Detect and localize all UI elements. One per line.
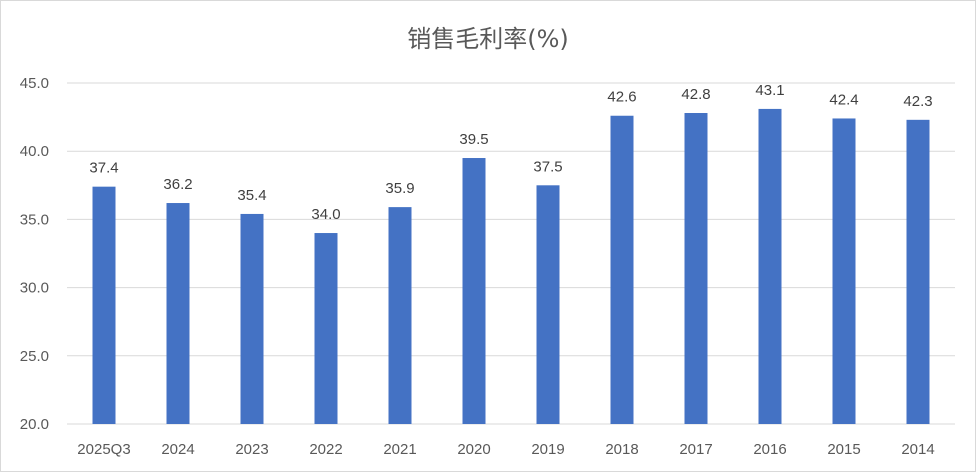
x-tick-label: 2021 <box>383 441 416 458</box>
data-label: 43.1 <box>755 82 784 99</box>
y-tick-label: 25.0 <box>20 348 49 365</box>
data-label: 42.8 <box>681 86 710 103</box>
data-label: 42.3 <box>903 93 932 110</box>
data-label: 42.6 <box>607 89 636 106</box>
data-label: 42.4 <box>829 91 858 108</box>
bar <box>684 113 708 425</box>
x-tick-label: 2024 <box>161 441 194 458</box>
x-tick-label: 2023 <box>235 441 268 458</box>
x-tick-label: 2014 <box>901 441 934 458</box>
bar <box>610 115 634 425</box>
bar <box>758 108 782 424</box>
bar <box>388 207 412 424</box>
data-label: 37.4 <box>89 160 118 177</box>
data-label: 35.9 <box>385 180 414 197</box>
data-label: 36.2 <box>163 176 192 193</box>
y-tick-label: 40.0 <box>20 143 49 160</box>
x-tick-label: 2025Q3 <box>77 441 130 458</box>
data-label: 34.0 <box>311 206 340 223</box>
y-tick-label: 35.0 <box>20 211 49 228</box>
data-label: 39.5 <box>459 131 488 148</box>
data-label: 35.4 <box>237 187 266 204</box>
x-tick-label: 2019 <box>531 441 564 458</box>
bar <box>92 186 116 424</box>
bar <box>906 119 930 424</box>
bar <box>240 213 264 424</box>
y-tick-label: 45.0 <box>20 75 49 92</box>
x-tick-label: 2018 <box>605 441 638 458</box>
x-tick-label: 2017 <box>679 441 712 458</box>
x-tick-label: 2016 <box>753 441 786 458</box>
bar <box>314 233 338 424</box>
x-tick-label: 2015 <box>827 441 860 458</box>
y-tick-label: 20.0 <box>20 416 49 433</box>
x-tick-label: 2020 <box>457 441 490 458</box>
bar <box>832 118 856 425</box>
data-label: 37.5 <box>533 158 562 175</box>
y-tick-label: 30.0 <box>20 280 49 297</box>
x-tick-label: 2022 <box>309 441 342 458</box>
bar <box>462 158 486 424</box>
chart-title: 销售毛利率(%) <box>407 25 569 53</box>
bar <box>166 203 190 424</box>
bar <box>536 185 560 424</box>
